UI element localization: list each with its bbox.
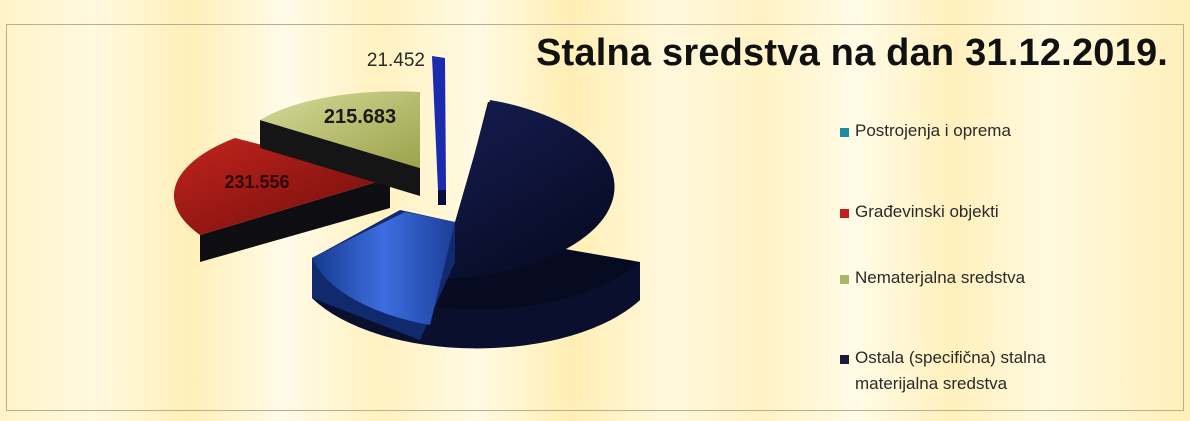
legend-item-nematerjalna: Nematerjalna sredstva [840,268,1085,291]
pie-slice-sliver [432,56,446,205]
data-label-ostala: 21.452 [367,50,425,71]
legend-swatch [840,355,849,364]
legend-label: Nematerjalna sredstva [855,268,1026,287]
legend-item-postrojenja: Postrojenja i oprema [840,121,1085,144]
pie-chart: 215.683 231.556 21.452 [173,50,640,349]
legend-swatch [840,209,849,218]
chart-title: Stalna sredstva na dan 31.12.2019. [536,32,1169,74]
legend-label: Postrojenja i oprema [855,121,1011,140]
legend-swatch [840,275,849,284]
chart-legend: Postrojenja i oprema Građevinski objekti… [840,0,1180,421]
legend-swatch [840,128,849,137]
pie-slice-postrojenja [312,210,455,340]
legend-item-ostala: Ostala (specifična) stalna materijalna s… [840,348,1085,397]
pie-slice-nematerjalna [260,91,420,196]
legend-item-gradevinski: Građevinski objekti [840,202,1085,225]
legend-label: Građevinski objekti [855,202,999,221]
data-label-nematerjalna: 215.683 [324,106,396,128]
legend-label: Ostala (specifična) stalna materijalna s… [855,348,1046,393]
pie-slice-gradevinski [173,138,390,262]
data-label-gradevinski: 231.556 [224,172,289,192]
